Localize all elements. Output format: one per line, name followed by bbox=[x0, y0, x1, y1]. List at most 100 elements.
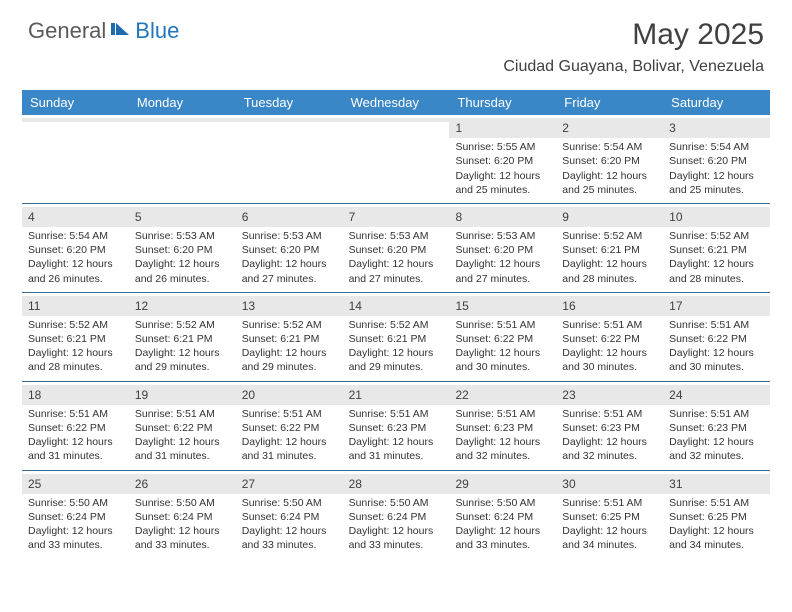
sunrise-text: Sunrise: 5:52 AM bbox=[349, 318, 444, 332]
day-cell: 12Sunrise: 5:52 AMSunset: 6:21 PMDayligh… bbox=[129, 292, 236, 381]
daylight-text: Daylight: 12 hours and 29 minutes. bbox=[349, 346, 444, 374]
day-number-bar: 28 bbox=[343, 474, 450, 494]
day-cell: 26Sunrise: 5:50 AMSunset: 6:24 PMDayligh… bbox=[129, 470, 236, 559]
sunset-text: Sunset: 6:23 PM bbox=[455, 421, 550, 435]
sunrise-text: Sunrise: 5:53 AM bbox=[135, 229, 230, 243]
day-cell: 13Sunrise: 5:52 AMSunset: 6:21 PMDayligh… bbox=[236, 292, 343, 381]
sunset-text: Sunset: 6:20 PM bbox=[28, 243, 123, 257]
sunrise-text: Sunrise: 5:53 AM bbox=[349, 229, 444, 243]
weekday-header: Monday bbox=[129, 90, 236, 115]
day-number-bar: 17 bbox=[663, 296, 770, 316]
day-cell: 5Sunrise: 5:53 AMSunset: 6:20 PMDaylight… bbox=[129, 203, 236, 292]
day-number-bar: 14 bbox=[343, 296, 450, 316]
day-cell: 30Sunrise: 5:51 AMSunset: 6:25 PMDayligh… bbox=[556, 470, 663, 559]
day-number-bar: 1 bbox=[449, 118, 556, 138]
daylight-text: Daylight: 12 hours and 29 minutes. bbox=[242, 346, 337, 374]
brand-part2: Blue bbox=[135, 18, 179, 44]
sunrise-text: Sunrise: 5:51 AM bbox=[455, 407, 550, 421]
day-number-bar: 21 bbox=[343, 385, 450, 405]
sunrise-text: Sunrise: 5:51 AM bbox=[669, 407, 764, 421]
day-cell: 25Sunrise: 5:50 AMSunset: 6:24 PMDayligh… bbox=[22, 470, 129, 559]
day-number-bar bbox=[22, 118, 129, 122]
sunset-text: Sunset: 6:24 PM bbox=[242, 510, 337, 524]
sunrise-text: Sunrise: 5:50 AM bbox=[28, 496, 123, 510]
day-cell: 24Sunrise: 5:51 AMSunset: 6:23 PMDayligh… bbox=[663, 381, 770, 470]
day-number: 26 bbox=[135, 477, 148, 491]
day-cell: 2Sunrise: 5:54 AMSunset: 6:20 PMDaylight… bbox=[556, 115, 663, 203]
sunset-text: Sunset: 6:20 PM bbox=[349, 243, 444, 257]
week-row: 18Sunrise: 5:51 AMSunset: 6:22 PMDayligh… bbox=[22, 381, 770, 470]
day-cell: 9Sunrise: 5:52 AMSunset: 6:21 PMDaylight… bbox=[556, 203, 663, 292]
sunrise-text: Sunrise: 5:53 AM bbox=[455, 229, 550, 243]
sunset-text: Sunset: 6:21 PM bbox=[242, 332, 337, 346]
day-cell bbox=[343, 115, 450, 203]
day-number-bar: 3 bbox=[663, 118, 770, 138]
day-cell: 20Sunrise: 5:51 AMSunset: 6:22 PMDayligh… bbox=[236, 381, 343, 470]
week-row: 11Sunrise: 5:52 AMSunset: 6:21 PMDayligh… bbox=[22, 292, 770, 381]
page-header: General Blue May 2025 Ciudad Guayana, Bo… bbox=[0, 0, 792, 82]
day-number-bar: 27 bbox=[236, 474, 343, 494]
sunset-text: Sunset: 6:22 PM bbox=[28, 421, 123, 435]
day-number-bar: 7 bbox=[343, 207, 450, 227]
daylight-text: Daylight: 12 hours and 28 minutes. bbox=[562, 257, 657, 285]
sunset-text: Sunset: 6:20 PM bbox=[135, 243, 230, 257]
day-cell: 4Sunrise: 5:54 AMSunset: 6:20 PMDaylight… bbox=[22, 203, 129, 292]
day-number-bar: 8 bbox=[449, 207, 556, 227]
day-number-bar: 20 bbox=[236, 385, 343, 405]
day-cell: 19Sunrise: 5:51 AMSunset: 6:22 PMDayligh… bbox=[129, 381, 236, 470]
day-number: 24 bbox=[669, 388, 682, 402]
day-number: 25 bbox=[28, 477, 41, 491]
weekday-header: Wednesday bbox=[343, 90, 450, 115]
day-cell: 22Sunrise: 5:51 AMSunset: 6:23 PMDayligh… bbox=[449, 381, 556, 470]
daylight-text: Daylight: 12 hours and 33 minutes. bbox=[242, 524, 337, 552]
day-number-bar: 22 bbox=[449, 385, 556, 405]
day-number: 7 bbox=[349, 210, 356, 224]
sunrise-text: Sunrise: 5:52 AM bbox=[669, 229, 764, 243]
day-number-bar: 6 bbox=[236, 207, 343, 227]
daylight-text: Daylight: 12 hours and 26 minutes. bbox=[28, 257, 123, 285]
day-cell: 16Sunrise: 5:51 AMSunset: 6:22 PMDayligh… bbox=[556, 292, 663, 381]
weeks-container: 1Sunrise: 5:55 AMSunset: 6:20 PMDaylight… bbox=[22, 115, 770, 558]
sunrise-text: Sunrise: 5:54 AM bbox=[562, 140, 657, 154]
day-number: 30 bbox=[562, 477, 575, 491]
day-number: 9 bbox=[562, 210, 569, 224]
day-number: 22 bbox=[455, 388, 468, 402]
day-number-bar: 19 bbox=[129, 385, 236, 405]
day-number-bar bbox=[343, 118, 450, 122]
day-number-bar: 31 bbox=[663, 474, 770, 494]
day-number-bar: 16 bbox=[556, 296, 663, 316]
sunset-text: Sunset: 6:25 PM bbox=[562, 510, 657, 524]
day-number-bar: 24 bbox=[663, 385, 770, 405]
sunset-text: Sunset: 6:20 PM bbox=[242, 243, 337, 257]
day-number: 17 bbox=[669, 299, 682, 313]
title-block: May 2025 Ciudad Guayana, Bolivar, Venezu… bbox=[503, 18, 764, 76]
day-number-bar: 30 bbox=[556, 474, 663, 494]
week-row: 25Sunrise: 5:50 AMSunset: 6:24 PMDayligh… bbox=[22, 470, 770, 559]
daylight-text: Daylight: 12 hours and 33 minutes. bbox=[28, 524, 123, 552]
daylight-text: Daylight: 12 hours and 27 minutes. bbox=[349, 257, 444, 285]
sunset-text: Sunset: 6:23 PM bbox=[349, 421, 444, 435]
day-number: 11 bbox=[28, 299, 40, 313]
day-cell: 6Sunrise: 5:53 AMSunset: 6:20 PMDaylight… bbox=[236, 203, 343, 292]
sunrise-text: Sunrise: 5:50 AM bbox=[455, 496, 550, 510]
day-number: 15 bbox=[455, 299, 468, 313]
sunrise-text: Sunrise: 5:51 AM bbox=[349, 407, 444, 421]
day-number: 31 bbox=[669, 477, 682, 491]
sunrise-text: Sunrise: 5:51 AM bbox=[242, 407, 337, 421]
day-number: 1 bbox=[455, 121, 462, 135]
sunrise-text: Sunrise: 5:51 AM bbox=[669, 318, 764, 332]
sunrise-text: Sunrise: 5:52 AM bbox=[28, 318, 123, 332]
sunrise-text: Sunrise: 5:51 AM bbox=[562, 318, 657, 332]
sunrise-text: Sunrise: 5:53 AM bbox=[242, 229, 337, 243]
day-number-bar: 11 bbox=[22, 296, 129, 316]
sunset-text: Sunset: 6:24 PM bbox=[349, 510, 444, 524]
sunrise-text: Sunrise: 5:50 AM bbox=[242, 496, 337, 510]
weekday-header: Friday bbox=[556, 90, 663, 115]
sunset-text: Sunset: 6:22 PM bbox=[135, 421, 230, 435]
sunset-text: Sunset: 6:24 PM bbox=[135, 510, 230, 524]
day-number: 5 bbox=[135, 210, 142, 224]
sunset-text: Sunset: 6:23 PM bbox=[669, 421, 764, 435]
sunset-text: Sunset: 6:24 PM bbox=[455, 510, 550, 524]
sunrise-text: Sunrise: 5:52 AM bbox=[562, 229, 657, 243]
week-row: 4Sunrise: 5:54 AMSunset: 6:20 PMDaylight… bbox=[22, 203, 770, 292]
